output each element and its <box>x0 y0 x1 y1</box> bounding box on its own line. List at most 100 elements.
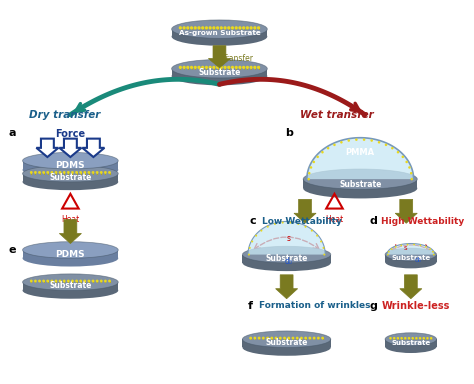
Circle shape <box>296 337 299 339</box>
Circle shape <box>267 226 269 228</box>
Circle shape <box>59 171 62 174</box>
Circle shape <box>235 66 238 69</box>
Circle shape <box>79 171 82 174</box>
Circle shape <box>401 337 403 339</box>
Text: a: a <box>9 127 16 137</box>
Circle shape <box>104 280 107 282</box>
Circle shape <box>38 171 41 174</box>
Polygon shape <box>395 199 417 223</box>
Circle shape <box>260 230 263 232</box>
Circle shape <box>321 151 324 154</box>
Polygon shape <box>23 250 118 258</box>
Text: Force: Force <box>55 129 85 139</box>
Circle shape <box>393 337 395 339</box>
Text: Heat: Heat <box>325 215 344 224</box>
Circle shape <box>34 171 37 174</box>
Circle shape <box>429 248 431 250</box>
Text: g: g <box>369 301 377 311</box>
Text: Wet transfer: Wet transfer <box>301 110 374 120</box>
Circle shape <box>308 172 310 174</box>
Circle shape <box>313 337 316 339</box>
Circle shape <box>190 66 193 69</box>
Ellipse shape <box>243 331 331 348</box>
Circle shape <box>209 26 212 30</box>
Circle shape <box>212 26 216 30</box>
Circle shape <box>212 66 216 69</box>
Circle shape <box>253 26 256 30</box>
Circle shape <box>238 66 242 69</box>
Polygon shape <box>385 255 437 262</box>
Ellipse shape <box>385 340 437 353</box>
Polygon shape <box>275 275 298 299</box>
Text: d₀: d₀ <box>284 257 292 266</box>
Circle shape <box>257 26 260 30</box>
Circle shape <box>190 26 193 30</box>
Circle shape <box>55 171 57 174</box>
Circle shape <box>397 151 399 154</box>
Circle shape <box>179 26 182 30</box>
Polygon shape <box>307 138 414 179</box>
Circle shape <box>197 66 201 69</box>
Polygon shape <box>243 339 331 348</box>
Text: Heat: Heat <box>61 215 80 224</box>
Circle shape <box>238 26 242 30</box>
Text: Substrate: Substrate <box>339 180 382 189</box>
Circle shape <box>55 280 57 282</box>
Circle shape <box>182 66 186 69</box>
Circle shape <box>266 337 269 339</box>
Ellipse shape <box>23 274 118 290</box>
Circle shape <box>408 337 410 339</box>
Text: Substrate: Substrate <box>49 281 91 290</box>
Polygon shape <box>82 139 104 157</box>
Circle shape <box>311 230 313 232</box>
Ellipse shape <box>23 152 118 169</box>
Circle shape <box>395 246 397 248</box>
Circle shape <box>205 66 208 69</box>
Circle shape <box>316 156 319 158</box>
Ellipse shape <box>23 166 118 182</box>
Circle shape <box>388 251 390 253</box>
Circle shape <box>71 280 74 282</box>
Circle shape <box>408 166 411 169</box>
Circle shape <box>75 280 78 282</box>
Circle shape <box>310 166 312 169</box>
Text: e: e <box>9 245 16 255</box>
Text: As-grown Substrate: As-grown Substrate <box>179 30 260 36</box>
Text: PDMS: PDMS <box>55 161 85 170</box>
Circle shape <box>186 26 190 30</box>
Ellipse shape <box>385 248 437 261</box>
Polygon shape <box>23 161 118 170</box>
Circle shape <box>255 235 257 237</box>
Text: Substrate: Substrate <box>391 340 430 346</box>
Circle shape <box>415 337 418 339</box>
Circle shape <box>227 66 230 69</box>
Circle shape <box>71 171 74 174</box>
Circle shape <box>193 66 197 69</box>
Circle shape <box>63 280 65 282</box>
Circle shape <box>30 280 33 282</box>
Ellipse shape <box>23 250 118 266</box>
Polygon shape <box>303 179 417 188</box>
Circle shape <box>219 26 223 30</box>
Circle shape <box>410 172 412 174</box>
Circle shape <box>248 253 250 256</box>
Ellipse shape <box>243 255 331 271</box>
Circle shape <box>290 222 292 223</box>
Circle shape <box>91 280 94 282</box>
Circle shape <box>83 171 86 174</box>
Circle shape <box>370 139 373 142</box>
Circle shape <box>363 138 365 141</box>
Text: s: s <box>286 233 291 243</box>
Circle shape <box>287 337 290 339</box>
Text: Formation of wrinkles: Formation of wrinkles <box>259 301 371 311</box>
Ellipse shape <box>172 27 267 46</box>
Text: Substrate: Substrate <box>391 255 430 261</box>
Circle shape <box>46 280 49 282</box>
Polygon shape <box>248 222 325 255</box>
Text: Dry transfer: Dry transfer <box>29 110 100 120</box>
Ellipse shape <box>23 282 118 299</box>
Text: Substrate: Substrate <box>265 338 308 348</box>
Polygon shape <box>59 220 82 243</box>
Ellipse shape <box>172 67 267 85</box>
Polygon shape <box>23 282 118 290</box>
